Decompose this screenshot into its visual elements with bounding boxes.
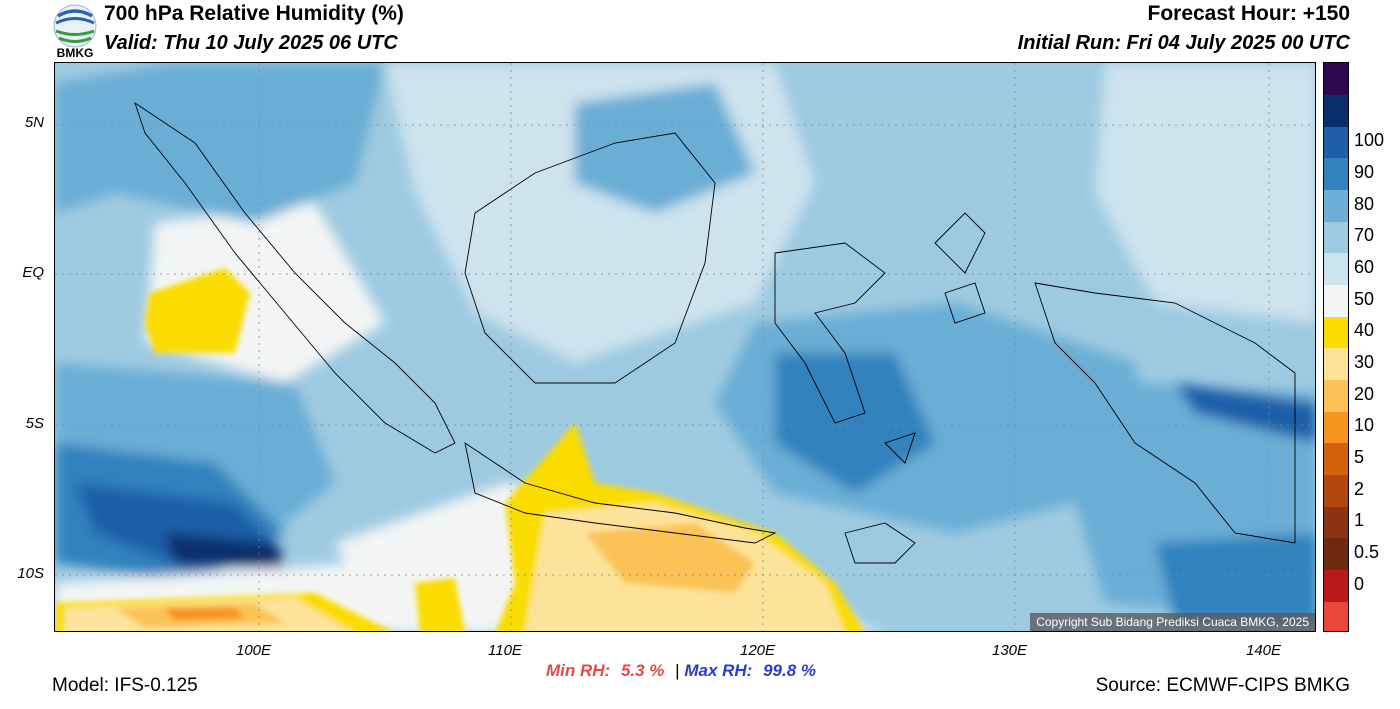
colorbar-segment xyxy=(1324,189,1348,222)
colorbar-segment xyxy=(1324,221,1348,254)
colorbar-segment xyxy=(1324,94,1348,127)
colorbar-segment xyxy=(1324,63,1348,96)
colorbar-labels: 0 0.5 1 2 5 10 20 30 40 50 60 70 80 90 100 xyxy=(1354,62,1400,632)
colorbar-label: 40 xyxy=(1354,320,1375,341)
colorbar-segment xyxy=(1324,601,1348,631)
graticule xyxy=(55,63,1315,631)
lon-label-130e: 130E xyxy=(992,642,1028,659)
lat-label-5s: 5S xyxy=(25,415,44,432)
model-label: Model: IFS-0.125 xyxy=(52,675,198,696)
colorbar-label: 70 xyxy=(1354,225,1375,246)
lat-label-5n: 5N xyxy=(24,114,44,131)
colorbar-label: 90 xyxy=(1354,161,1375,182)
lon-label-110e: 110E xyxy=(488,642,522,659)
colorbar xyxy=(1323,62,1349,632)
colorbar-label: 100 xyxy=(1354,130,1385,151)
min-rh-value: 5.3 % xyxy=(620,661,665,680)
copyright-notice: Copyright Sub Bidang Prediksi Cuaca BMKG… xyxy=(1030,613,1315,631)
colorbar-segment xyxy=(1324,569,1348,602)
initial-run: Initial Run: Fri 04 July 2025 00 UTC xyxy=(1017,32,1350,54)
colorbar-label: 0 xyxy=(1354,573,1365,594)
logo-text: BMKG xyxy=(56,46,94,60)
lon-label-120e: 120E xyxy=(740,642,776,659)
colorbar-segment xyxy=(1324,411,1348,444)
colorbar-segment xyxy=(1324,253,1348,286)
lat-label-eq: EQ xyxy=(22,264,44,281)
colorbar-label: 10 xyxy=(1354,415,1375,436)
colorbar-label: 30 xyxy=(1354,351,1375,372)
colorbar-label: 50 xyxy=(1354,288,1375,309)
max-rh-value: 99.8 % xyxy=(763,661,817,680)
colorbar-segment xyxy=(1324,348,1348,381)
colorbar-segment xyxy=(1324,284,1348,317)
min-rh-label: Min RH: xyxy=(546,661,611,680)
colorbar-segment xyxy=(1324,538,1348,571)
lat-label-10s: 10S xyxy=(17,565,44,582)
colorbar-segment xyxy=(1324,316,1348,349)
colorbar-label: 80 xyxy=(1354,193,1375,214)
coastlines xyxy=(134,101,1296,564)
map-title: 700 hPa Relative Humidity (%) xyxy=(104,2,404,25)
colorbar-label: 5 xyxy=(1354,446,1365,467)
colorbar-segment xyxy=(1324,158,1348,191)
rh-stats: Min RH: 5.3 % | Max RH: 99.8 % xyxy=(546,661,816,681)
lon-label-140e: 140E xyxy=(1246,642,1282,659)
colorbar-label: 60 xyxy=(1354,256,1375,277)
colorbar-label: 2 xyxy=(1354,478,1365,499)
colorbar-segment xyxy=(1324,126,1348,159)
stats-separator: | xyxy=(675,661,680,680)
colorbar-label: 20 xyxy=(1354,383,1375,404)
colorbar-label: 1 xyxy=(1354,510,1365,531)
colorbar-label: 0.5 xyxy=(1354,541,1380,562)
colorbar-segment xyxy=(1324,506,1348,539)
max-rh-label: Max RH: xyxy=(684,661,753,680)
humidity-map: Copyright Sub Bidang Prediksi Cuaca BMKG… xyxy=(54,62,1316,632)
colorbar-segment xyxy=(1324,379,1348,412)
colorbar-segment xyxy=(1324,474,1348,507)
lon-label-100e: 100E xyxy=(236,642,272,659)
valid-time: Valid: Thu 10 July 2025 06 UTC xyxy=(104,32,398,54)
source-label: Source: ECMWF-CIPS BMKG xyxy=(1095,675,1350,696)
colorbar-segment xyxy=(1324,443,1348,476)
forecast-hour: Forecast Hour: +150 xyxy=(1147,2,1351,25)
humidity-map-canvas xyxy=(55,63,1315,631)
bmkg-logo: BMKG xyxy=(52,2,98,60)
